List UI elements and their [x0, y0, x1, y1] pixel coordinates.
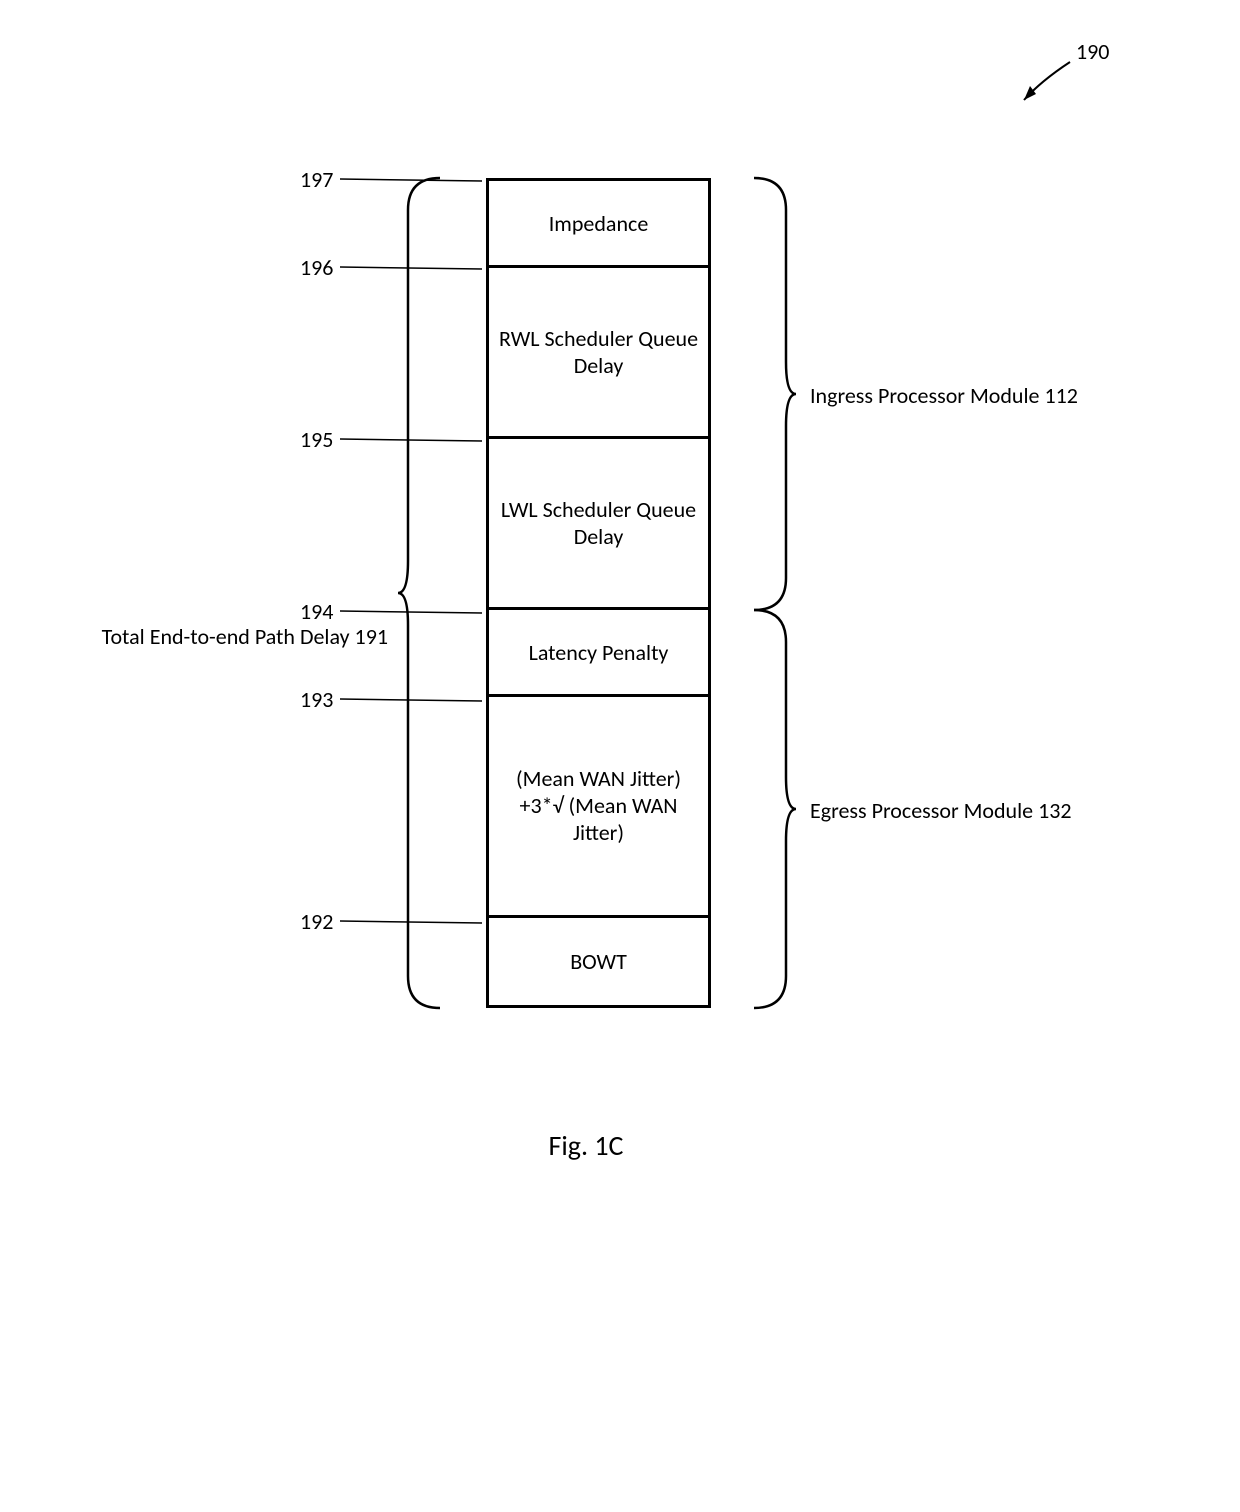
- delay-segment: Impedance: [489, 181, 708, 268]
- delay-segment: LWL Scheduler Queue Delay: [489, 439, 708, 610]
- delay-segment: (Mean WAN Jitter) +3*√ (Mean WAN Jitter): [489, 697, 708, 917]
- svg-text:192: 192: [300, 908, 333, 935]
- svg-text:197: 197: [300, 166, 333, 193]
- svg-text:196: 196: [300, 254, 333, 281]
- delay-segment: Latency Penalty: [489, 610, 708, 697]
- figure-number: 190: [1076, 38, 1109, 65]
- svg-text:193: 193: [300, 686, 333, 713]
- svg-text:195: 195: [300, 426, 333, 453]
- ingress-module-label: Ingress Processor Module 112: [810, 382, 1078, 409]
- figure-caption: Fig. 1C: [549, 1128, 624, 1163]
- delay-segment: BOWT: [489, 918, 708, 1005]
- egress-module-label: Egress Processor Module 132: [810, 797, 1072, 824]
- delay-stack: ImpedanceRWL Scheduler Queue DelayLWL Sc…: [486, 178, 711, 1008]
- delay-segment: RWL Scheduler Queue Delay: [489, 268, 708, 439]
- total-delay-label: Total End-to-end Path Delay 191: [60, 623, 388, 650]
- diagram-canvas: ImpedanceRWL Scheduler Queue DelayLWL Sc…: [0, 0, 1240, 1512]
- svg-text:194: 194: [300, 598, 333, 625]
